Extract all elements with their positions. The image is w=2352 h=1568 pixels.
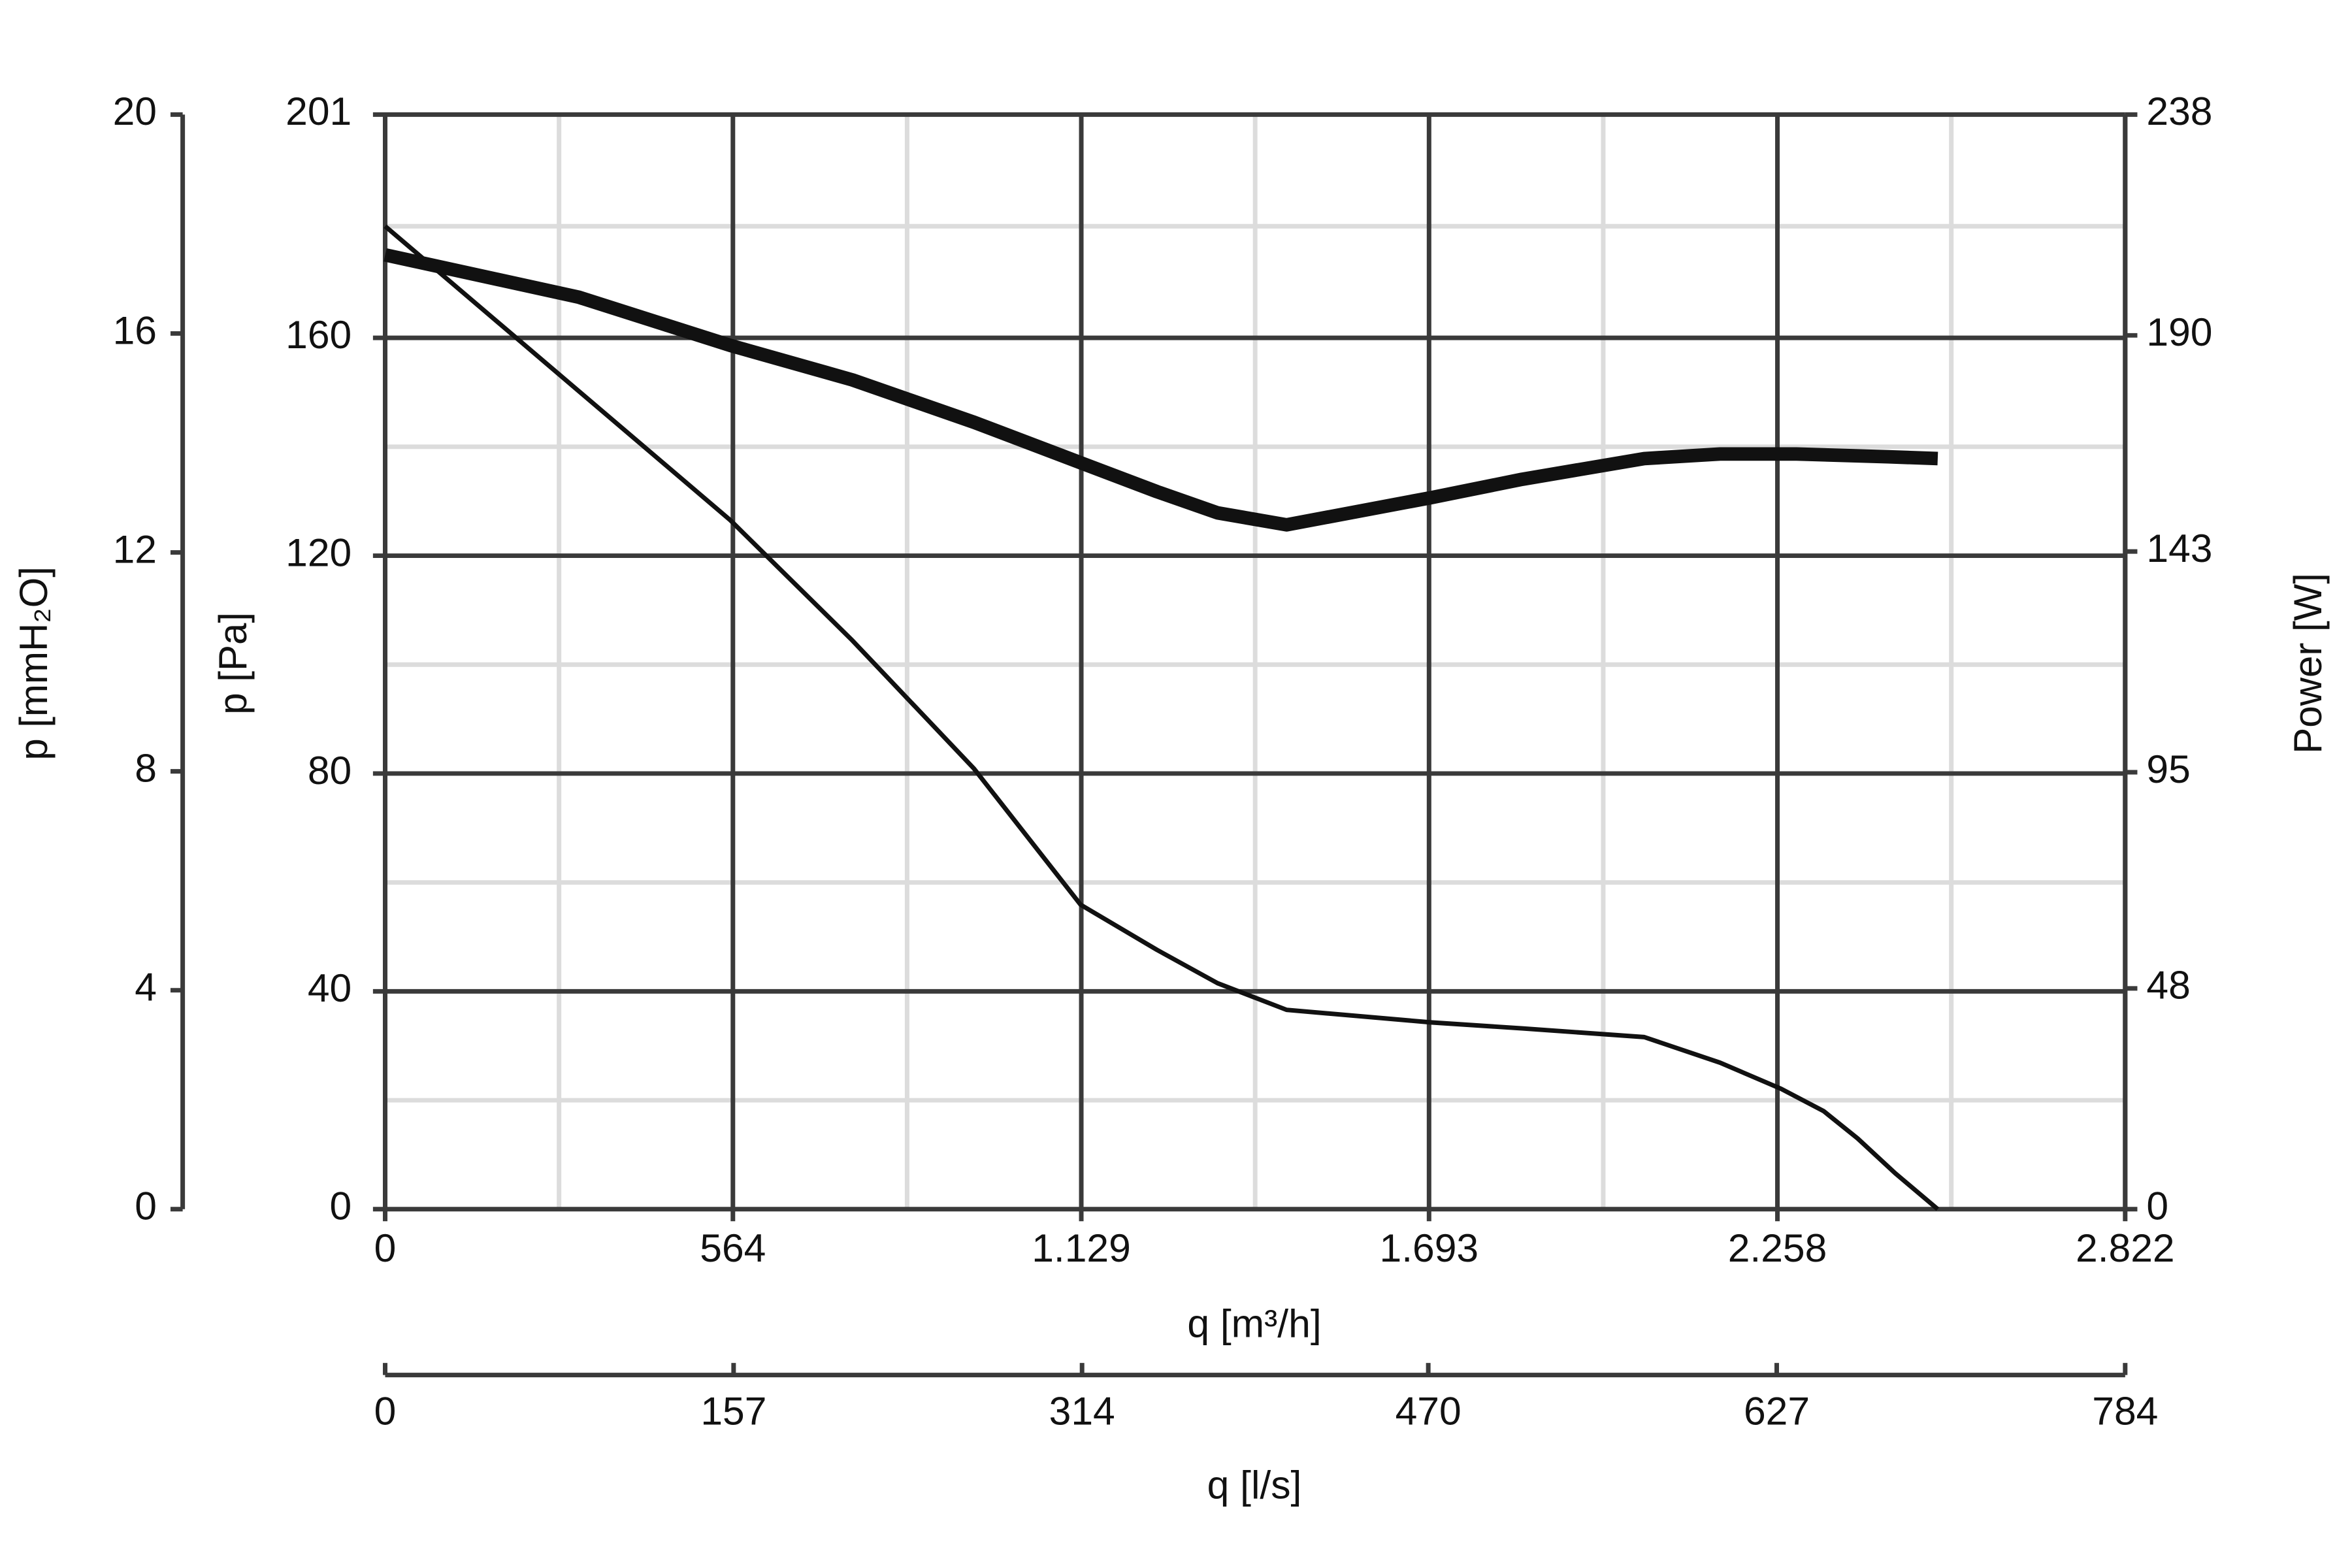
y3-axis-label: p [mmH₂O] [11, 566, 56, 760]
y2-tick-label: 48 [2146, 963, 2190, 1007]
curve [384, 224, 1940, 1211]
x-tick-label: 1.693 [1380, 1226, 1479, 1270]
y3-tick-label: 20 [113, 89, 157, 133]
x2-tick-label: 627 [1744, 1389, 1810, 1433]
y2-tick-label: 143 [2146, 526, 2212, 570]
y-tick-label: 40 [308, 966, 351, 1010]
x-axis-label: q [m³/h] [1187, 1301, 1321, 1346]
x2-tick-label: 314 [1049, 1389, 1115, 1433]
y-tick-label: 160 [286, 312, 351, 357]
x-tick-label: 564 [700, 1226, 766, 1270]
y-tick-label: 201 [286, 89, 351, 133]
y2-tick-label: 0 [2146, 1184, 2168, 1228]
y-tick-label: 120 [286, 531, 351, 575]
x2-tick-label: 0 [374, 1389, 397, 1433]
curve [384, 248, 1938, 532]
x-tick-label: 0 [374, 1226, 397, 1270]
y-tick-label: 0 [330, 1184, 352, 1228]
y3-tick-label: 4 [135, 965, 157, 1009]
y3-tick-label: 16 [113, 308, 157, 353]
x2-tick-label: 157 [700, 1389, 766, 1433]
x-tick-label: 1.129 [1032, 1226, 1131, 1270]
y-tick-label: 80 [308, 748, 351, 792]
y3-tick-label: 0 [135, 1184, 157, 1228]
y2-tick-label: 95 [2146, 747, 2190, 791]
x2-tick-label: 784 [2092, 1389, 2158, 1433]
y2-axis-label: Power [W] [2285, 573, 2330, 754]
x2-tick-label: 470 [1396, 1389, 1462, 1433]
x-tick-label: 2.822 [2076, 1226, 2175, 1270]
y2-tick-label: 238 [2146, 89, 2212, 133]
x2-axis-label: q [l/s] [1207, 1463, 1302, 1507]
x-tick-label: 2.258 [1728, 1226, 1827, 1270]
y3-tick-label: 8 [135, 746, 157, 791]
y3-tick-label: 12 [113, 527, 157, 572]
y-axis-label: p [Pa] [210, 612, 255, 715]
y2-tick-label: 190 [2146, 310, 2212, 354]
